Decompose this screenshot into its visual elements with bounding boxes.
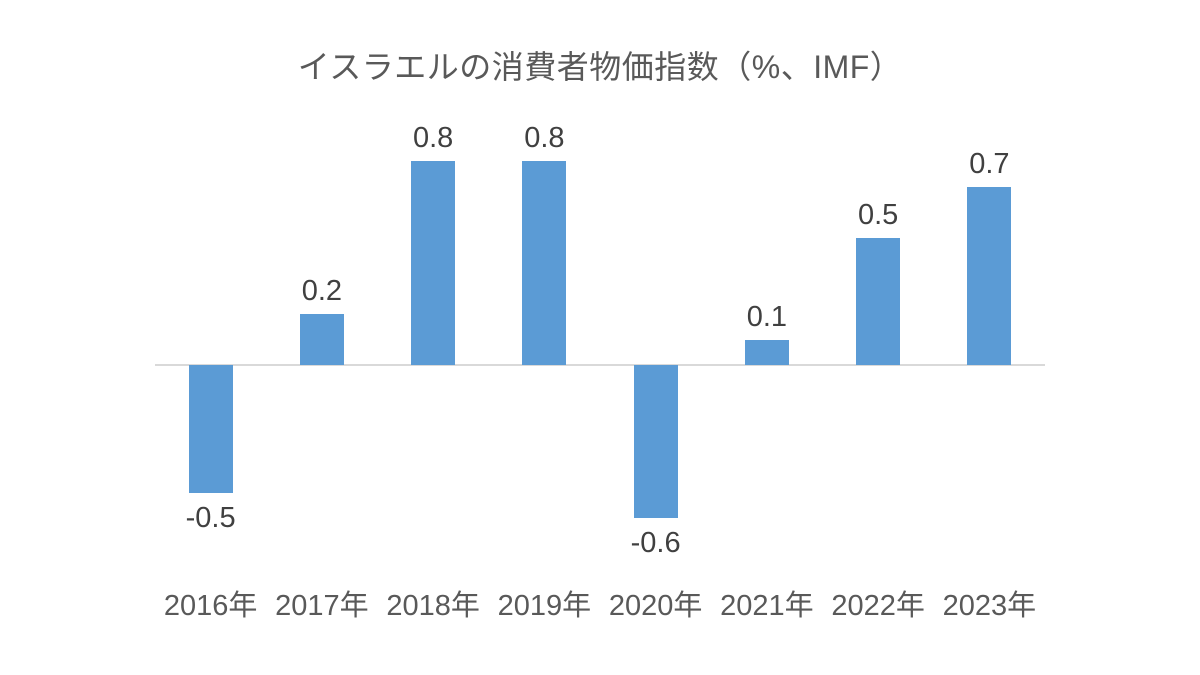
x-axis-label-2020: 2020年 <box>608 590 703 622</box>
x-axis-label-2018: 2018年 <box>386 590 480 622</box>
data-label-2021: 0.1 <box>746 300 788 333</box>
data-label-2019: 0.8 <box>524 122 565 154</box>
x-axis-line <box>155 364 1045 366</box>
chart-title: イスラエルの消費者物価指数（%、IMF） <box>297 49 903 85</box>
bar-2023 <box>967 186 1012 365</box>
data-label-2022: 0.5 <box>857 198 899 231</box>
data-label-2016: -0.5 <box>185 501 236 534</box>
x-axis-label-2019: 2019年 <box>497 590 592 622</box>
bar-2018 <box>411 161 456 365</box>
data-label-2023: 0.7 <box>969 147 1010 180</box>
bar-2021 <box>744 339 789 365</box>
bar-2020 <box>633 365 678 518</box>
bar-2022 <box>856 237 901 365</box>
data-label-2018: 0.8 <box>412 122 454 154</box>
data-label-2020: -0.6 <box>630 527 681 559</box>
data-label-2017: 0.2 <box>301 275 343 307</box>
bar-2019 <box>522 161 567 365</box>
bar-2016 <box>188 365 233 493</box>
x-axis-label-2017: 2017年 <box>275 590 369 622</box>
x-axis-label-2022: 2022年 <box>831 590 925 622</box>
x-axis-label-2021: 2021年 <box>720 590 814 622</box>
x-axis-label-2023: 2023年 <box>942 590 1037 622</box>
bar-2017 <box>299 314 344 365</box>
x-axis-label-2016: 2016年 <box>163 590 258 622</box>
